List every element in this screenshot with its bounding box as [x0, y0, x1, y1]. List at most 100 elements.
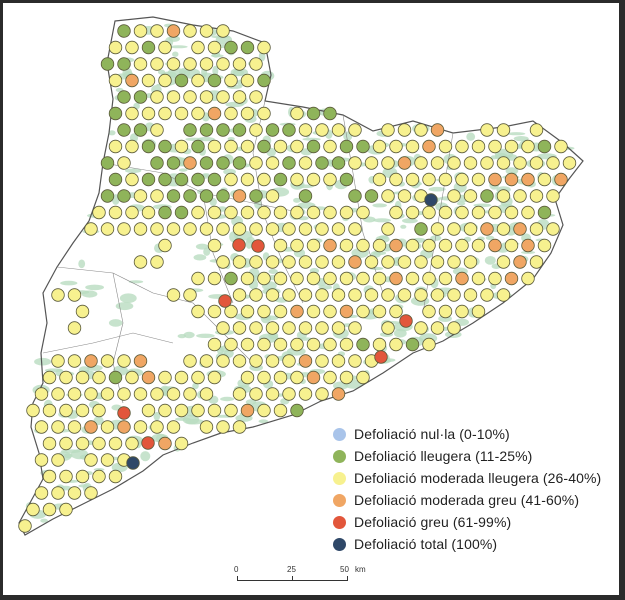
plot-point-moderada-lleugera — [471, 238, 486, 253]
plot-point-moderada-lleugera — [504, 238, 519, 253]
plot-point-moderada-lleugera — [463, 288, 478, 302]
plot-point-moderada-lleugera — [133, 24, 148, 38]
plot-point-lleugera — [265, 123, 280, 137]
plot-point-moderada-greu — [183, 156, 197, 170]
forest-patch — [485, 235, 495, 240]
plot-point-lleugera — [183, 189, 197, 203]
forest-patch — [78, 259, 86, 269]
plot-point-moderada-lleugera — [315, 255, 329, 269]
plot-point-moderada-lleugera — [323, 304, 337, 319]
plot-point-moderada-lleugera — [323, 172, 337, 187]
plot-point-moderada-lleugera — [463, 156, 478, 170]
plot-point-moderada-lleugera — [108, 436, 123, 451]
plot-point-moderada-lleugera — [166, 420, 181, 434]
plot-point-moderada-lleugera — [339, 337, 354, 352]
plot-point-moderada-greu — [422, 139, 436, 154]
plot-point-lleugera — [356, 337, 370, 352]
plot-point-moderada-lleugera — [240, 271, 255, 286]
plot-point-moderada-greu — [240, 403, 255, 418]
forest-patch — [203, 247, 211, 256]
plot-point-lleugera — [331, 156, 346, 170]
plot-point-moderada-lleugera — [232, 321, 247, 335]
plot-point-moderada-lleugera — [298, 255, 313, 269]
plot-point-moderada-lleugera — [447, 321, 461, 335]
plot-point-moderada-lleugera — [108, 73, 123, 88]
plot-point-moderada-lleugera — [216, 90, 230, 104]
plot-point-moderada-lleugera — [207, 271, 222, 286]
forest-patch — [230, 68, 248, 77]
legend-label-moderada-lleugera: Defoliació moderada lleugera (26-40%) — [354, 470, 602, 486]
plot-point-lleugera — [174, 73, 189, 88]
plot-point-moderada-lleugera — [529, 123, 544, 137]
plot-point-moderada-lleugera — [183, 222, 197, 236]
legend-item-lleugera: Defoliació lleugera (11-25%) — [333, 445, 613, 467]
plot-point-moderada-greu — [480, 222, 494, 236]
forest-patch — [153, 411, 161, 421]
plot-point-moderada-lleugera — [34, 486, 49, 500]
plot-point-moderada-lleugera — [273, 271, 288, 286]
plot-point-moderada-lleugera — [232, 222, 247, 236]
scale-mark-0 — [237, 576, 238, 581]
plot-point-moderada-lleugera — [92, 403, 106, 418]
plot-point-moderada-lleugera — [298, 288, 313, 302]
plot-point-lleugera — [199, 156, 214, 170]
plot-point-moderada-lleugera — [34, 420, 49, 434]
plot-point-moderada-lleugera — [216, 24, 230, 38]
plot-point-moderada-lleugera — [496, 255, 511, 269]
plot-point-moderada-lleugera — [42, 436, 57, 451]
plot-point-moderada-lleugera — [422, 172, 436, 187]
plot-point-moderada-lleugera — [290, 205, 304, 220]
plot-point-total — [424, 193, 438, 207]
plot-point-lleugera — [356, 139, 370, 154]
forest-patch — [192, 382, 199, 390]
plot-point-lleugera — [224, 40, 238, 55]
plot-point-moderada-lleugera — [513, 189, 527, 203]
plot-point-moderada-lleugera — [84, 486, 98, 500]
plot-point-lleugera — [108, 370, 123, 385]
forest-patch — [246, 236, 255, 244]
plot-point-moderada-lleugera — [273, 238, 288, 253]
plot-point-moderada-greu — [323, 238, 337, 253]
plot-point-moderada-lleugera — [84, 387, 98, 401]
plot-point-moderada-lleugera — [257, 205, 271, 220]
plot-point-greu — [399, 314, 413, 328]
plot-point-moderada-lleugera — [372, 139, 387, 154]
forest-patch — [196, 333, 215, 338]
plot-point-lleugera — [100, 189, 115, 203]
plot-point-moderada-lleugera — [273, 403, 288, 418]
plot-point-moderada-lleugera — [496, 156, 511, 170]
plot-point-moderada-lleugera — [51, 354, 65, 368]
plot-point-moderada-lleugera — [174, 139, 189, 154]
plot-point-moderada-lleugera — [216, 57, 230, 71]
plot-point-moderada-lleugera — [100, 420, 115, 434]
plot-point-moderada-lleugera — [422, 205, 436, 220]
plot-point-moderada-lleugera — [546, 156, 560, 170]
plot-point-lleugera — [216, 156, 230, 170]
plot-point-lleugera — [216, 123, 230, 137]
plot-point-moderada-lleugera — [529, 189, 544, 203]
plot-point-moderada-greu — [141, 370, 156, 385]
plot-point-moderada-lleugera — [397, 189, 412, 203]
plot-point-total — [126, 456, 140, 470]
plot-point-moderada-lleugera — [158, 370, 172, 385]
plot-point-moderada-lleugera — [158, 238, 172, 253]
plot-point-moderada-lleugera — [323, 205, 337, 220]
plot-point-moderada-lleugera — [389, 172, 403, 187]
plot-point-lleugera — [232, 123, 247, 137]
plot-point-moderada-lleugera — [183, 354, 197, 368]
plot-point-moderada-lleugera — [455, 172, 469, 187]
plot-point-moderada-lleugera — [298, 123, 313, 137]
plot-point-lleugera — [174, 205, 189, 220]
plot-point-lleugera — [117, 57, 131, 71]
plot-point-moderada-lleugera — [199, 57, 214, 71]
plot-point-moderada-lleugera — [430, 288, 445, 302]
plot-point-moderada-greu — [488, 238, 502, 253]
plot-point-moderada-lleugera — [133, 222, 148, 236]
forest-patch — [93, 468, 105, 471]
plot-point-moderada-lleugera — [381, 189, 395, 203]
plot-point-moderada-lleugera — [207, 337, 222, 352]
plot-point-moderada-lleugera — [199, 420, 214, 434]
plot-point-lleugera — [166, 156, 181, 170]
plot-point-moderada-lleugera — [191, 106, 205, 121]
forest-patch — [70, 449, 89, 460]
